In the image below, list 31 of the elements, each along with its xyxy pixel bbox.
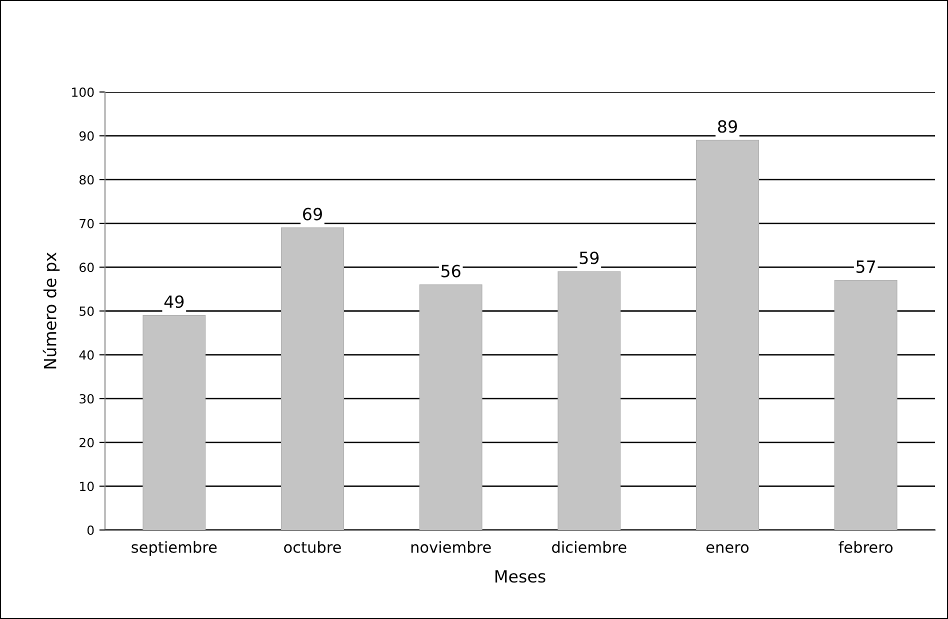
y-tick-label: 40 (79, 350, 94, 360)
bar (142, 315, 206, 530)
x-tick-label: enero (706, 544, 749, 553)
data-label: 57 (856, 260, 876, 273)
data-label: 89 (718, 120, 737, 133)
y-tick-label: 10 (80, 482, 94, 492)
bar (281, 227, 344, 530)
data-label: 56 (442, 264, 460, 278)
bar (558, 271, 621, 530)
y-tick-label: 30 (80, 394, 94, 404)
bar (696, 140, 759, 530)
y-tick-label: 90 (79, 131, 94, 141)
y-axis-title: Número de px (42, 252, 60, 368)
y-tick-label: 100 (72, 87, 94, 97)
y-tick-label: 70 (80, 218, 94, 228)
x-tick-label: octubre (284, 541, 341, 553)
x-tick-label: septiembre (132, 541, 217, 556)
y-tick-label: 80 (80, 175, 94, 185)
y-tick-label: 20 (80, 438, 94, 448)
data-label: 59 (580, 252, 599, 264)
x-axis-title: Meses (496, 570, 546, 583)
data-label: 69 (303, 208, 322, 220)
x-tick-label: diciembre (552, 541, 626, 553)
bar (419, 284, 482, 530)
y-tick-label: 50 (80, 306, 94, 316)
bar (834, 280, 898, 530)
x-tick-label: febrero (838, 541, 893, 553)
y-tick-label: 60 (80, 262, 94, 272)
x-tick-label: noviembre (411, 541, 491, 553)
y-tick-label: 0 (87, 525, 94, 535)
data-label: 49 (164, 295, 184, 308)
